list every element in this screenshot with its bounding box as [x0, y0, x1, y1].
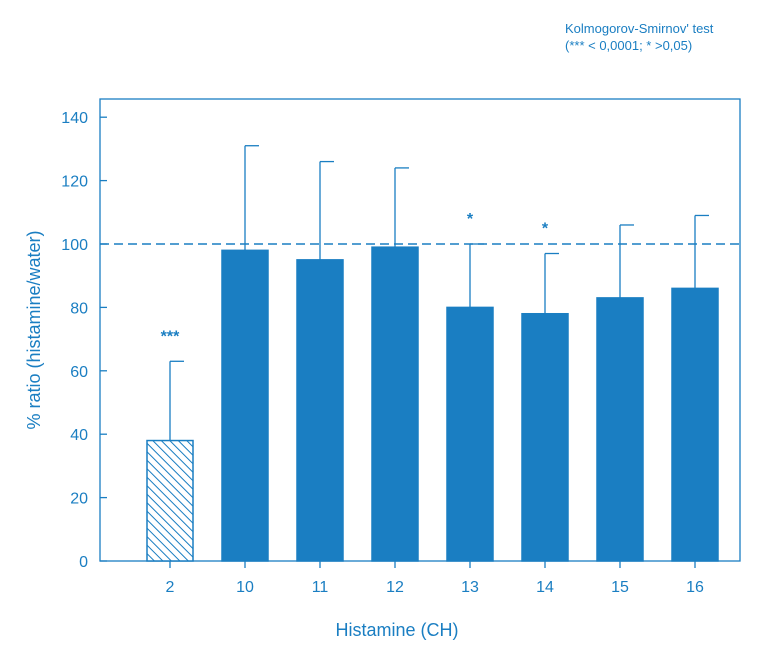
- bar-13: [446, 306, 494, 562]
- x-tick-label-16: 16: [686, 579, 704, 596]
- significance-marker-14: *: [542, 221, 549, 238]
- y-tick-label-60: 60: [70, 364, 88, 381]
- plot-frame: [99, 98, 741, 562]
- x-tick-label-12: 12: [386, 579, 404, 596]
- x-axis-label: Histamine (CH): [335, 620, 458, 640]
- x-tick-label-14: 14: [536, 579, 554, 596]
- y-tick-label-100: 100: [61, 237, 88, 254]
- x-tick-label-10: 10: [236, 579, 254, 596]
- bar-2: [146, 439, 194, 562]
- significance-note-line1: Kolmogorov-Smirnov' test: [565, 21, 714, 36]
- x-tick-label-13: 13: [461, 579, 479, 596]
- y-tick-label-0: 0: [79, 554, 88, 571]
- y-tick-label-120: 120: [61, 174, 88, 191]
- bar-16: [671, 287, 719, 562]
- y-tick-label-20: 20: [70, 491, 88, 508]
- bar-11: [296, 259, 344, 562]
- significance-marker-2: ***: [161, 328, 180, 345]
- x-tick-label-15: 15: [611, 579, 629, 596]
- bar-14: [521, 312, 569, 562]
- y-tick-label-40: 40: [70, 427, 88, 444]
- x-axis: 2 10 11 12 13 14 15 16: [166, 561, 704, 596]
- y-tick-label-80: 80: [70, 300, 88, 317]
- bar-12: [371, 246, 419, 562]
- y-tick-label-140: 140: [61, 110, 88, 127]
- bar-15: [596, 297, 644, 562]
- x-tick-label-2: 2: [166, 579, 175, 596]
- significance-marker-13: *: [467, 211, 474, 228]
- y-axis-label: % ratio (histamine/water): [24, 230, 44, 429]
- significance-note-line2: (*** < 0,0001; * >0,05): [565, 38, 692, 53]
- bars-group: *****: [100, 145, 740, 562]
- bar-10: [221, 249, 269, 562]
- x-tick-label-11: 11: [312, 579, 329, 596]
